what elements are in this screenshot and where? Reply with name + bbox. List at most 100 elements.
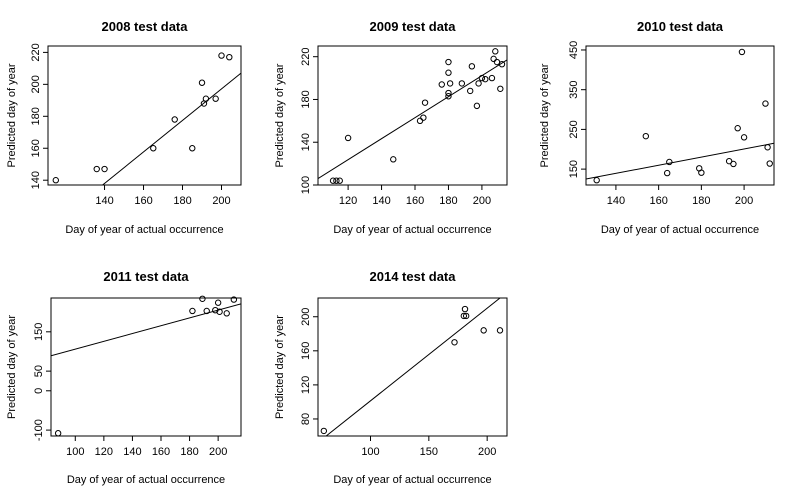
panel-2-x-tick-label: 140	[372, 195, 390, 207]
panel-4-data-point	[216, 308, 223, 315]
panel-1-plot-frame	[47, 45, 242, 186]
panel-1-data-point	[93, 165, 100, 173]
panel-5-x-tick-label: 100	[361, 446, 379, 458]
panel-4-y-tick-label: 150	[33, 323, 45, 341]
panel-1-data-point	[212, 95, 219, 102]
panel-2-data-point	[421, 99, 429, 106]
panel-5-y-tick-label: 120	[300, 376, 312, 394]
panel-1-data-point	[218, 52, 225, 59]
panel-1-x-tick-label: 180	[173, 195, 191, 207]
panel-2-data-point	[468, 63, 476, 70]
panel-3-x-tick-label: 200	[735, 195, 753, 207]
panel-1-fit-line	[102, 72, 241, 185]
panel-5-y-tick-label: 160	[300, 342, 312, 360]
panel-2-data-point	[445, 58, 452, 66]
panel-5-data-point	[460, 312, 468, 320]
panel-5-x-axis-label: Day of year of actual occurrence	[333, 474, 491, 486]
panel-1-data-point	[202, 95, 210, 102]
panel-3-data-point	[740, 134, 748, 141]
panel-1-y-tick-label: 160	[30, 139, 42, 157]
panel-2-data-point	[473, 102, 481, 110]
panel-2-y-tick-label: 180	[300, 90, 312, 108]
panel-1-y-axis-label: Predicted day of year	[6, 63, 18, 167]
panel-5-y-axis-label: Predicted day of year	[274, 315, 286, 419]
panel-4-data-point	[230, 296, 238, 303]
panel-3-y-tick-label: 250	[568, 120, 580, 138]
panel-3-fit-line	[586, 142, 774, 180]
panel-1-data-point	[150, 145, 157, 152]
panel-3-x-tick-label: 180	[692, 195, 710, 207]
panel-4-data-point	[189, 307, 196, 315]
panel-1-data-point	[171, 116, 178, 123]
panel-2-y-tick-label: 100	[300, 176, 312, 194]
panel-5-data-point	[461, 305, 469, 313]
panel-2-y-tick-label: 220	[300, 48, 312, 66]
panel-2-data-point	[497, 85, 504, 92]
panel-2-data-point	[446, 80, 454, 87]
panel-2-fit-line	[318, 59, 507, 180]
panel-3-x-axis-label: Day of year of actual occurrence	[601, 224, 759, 236]
panel-4-title: 2011 test data	[103, 269, 189, 284]
panel-2-data-point	[498, 60, 506, 68]
panel-2-data-point	[492, 48, 499, 55]
panel-3-y-axis-label: Predicted day of year	[539, 63, 551, 167]
panel-5-y-tick-label: 200	[300, 308, 312, 326]
panel-2-x-axis-label: Day of year of actual occurrence	[333, 224, 491, 236]
panel-1-data-point	[189, 145, 196, 152]
panel-5-data-point	[462, 312, 470, 320]
panel-2-data-point	[445, 69, 452, 76]
panel-3-data-point	[734, 125, 741, 132]
panel-5-x-tick-label: 150	[420, 446, 438, 458]
panel-3-y-tick-label: 450	[568, 41, 580, 59]
panel-3-data-point	[642, 132, 650, 140]
panel-2-x-tick-label: 160	[406, 195, 424, 207]
panel-4-x-tick-label: 200	[209, 446, 227, 458]
panel-4-plot-frame	[50, 297, 242, 437]
panel-2-data-point	[390, 156, 397, 163]
panel-1-data-point	[52, 177, 59, 184]
panel-1-y-tick-label: 180	[30, 107, 42, 125]
panel-4-y-tick-label: 50	[33, 365, 45, 377]
panel-4-data-point	[214, 299, 222, 306]
panel-2-x-tick-label: 200	[473, 195, 491, 207]
panel-2-data-point	[488, 74, 496, 82]
panel-2-data-point	[482, 75, 489, 83]
panel-2-x-tick-label: 180	[439, 195, 457, 207]
panel-5-data-point	[480, 327, 487, 334]
panel-3-data-point	[666, 158, 673, 166]
panel-4-x-tick-label: 160	[152, 446, 170, 458]
panel-4-data-point	[212, 306, 219, 314]
panel-2-data-point	[336, 177, 343, 184]
panel-3-title: 2010 test data	[637, 19, 724, 34]
panel-3-data-point	[593, 177, 600, 184]
panel-4-data-point	[223, 310, 230, 317]
panel-5-title: 2014 test data	[370, 269, 457, 284]
panel-5-data-point	[451, 339, 458, 346]
panel-3-data-point	[766, 160, 773, 167]
panel-4-x-tick-label: 180	[180, 446, 198, 458]
panel-1-x-tick-label: 160	[134, 195, 152, 207]
panel-1-data-point	[198, 79, 206, 86]
panel-3-data-point	[762, 100, 769, 107]
panel-3-y-tick-label: 150	[568, 160, 580, 178]
panel-2-plot-frame	[317, 45, 508, 186]
panel-1-y-tick-label: 140	[30, 171, 42, 189]
panel-5-plot-frame	[317, 297, 508, 437]
panel-4-x-axis-label: Day of year of actual occurrence	[67, 474, 225, 486]
panel-4-y-tick-label: 0	[33, 388, 45, 394]
panel-2-data-point	[475, 80, 482, 87]
panel-1-title: 2008 test data	[102, 19, 189, 34]
panel-4-x-tick-label: 120	[95, 446, 113, 458]
panel-1-y-tick-label: 220	[30, 43, 42, 61]
panel-2-data-point	[445, 93, 452, 100]
panel-2-data-point	[420, 114, 427, 121]
panel-2-data-point	[416, 117, 424, 125]
panel-2-data-point	[467, 87, 474, 95]
panel-2-y-tick-label: 140	[300, 133, 312, 151]
panel-2-data-point	[333, 177, 340, 184]
panel-1-data-point	[101, 165, 108, 173]
panel-1-x-tick-label: 200	[212, 195, 230, 207]
panel-3-x-tick-label: 140	[607, 195, 625, 207]
panel-5-x-tick-label: 200	[478, 446, 496, 458]
